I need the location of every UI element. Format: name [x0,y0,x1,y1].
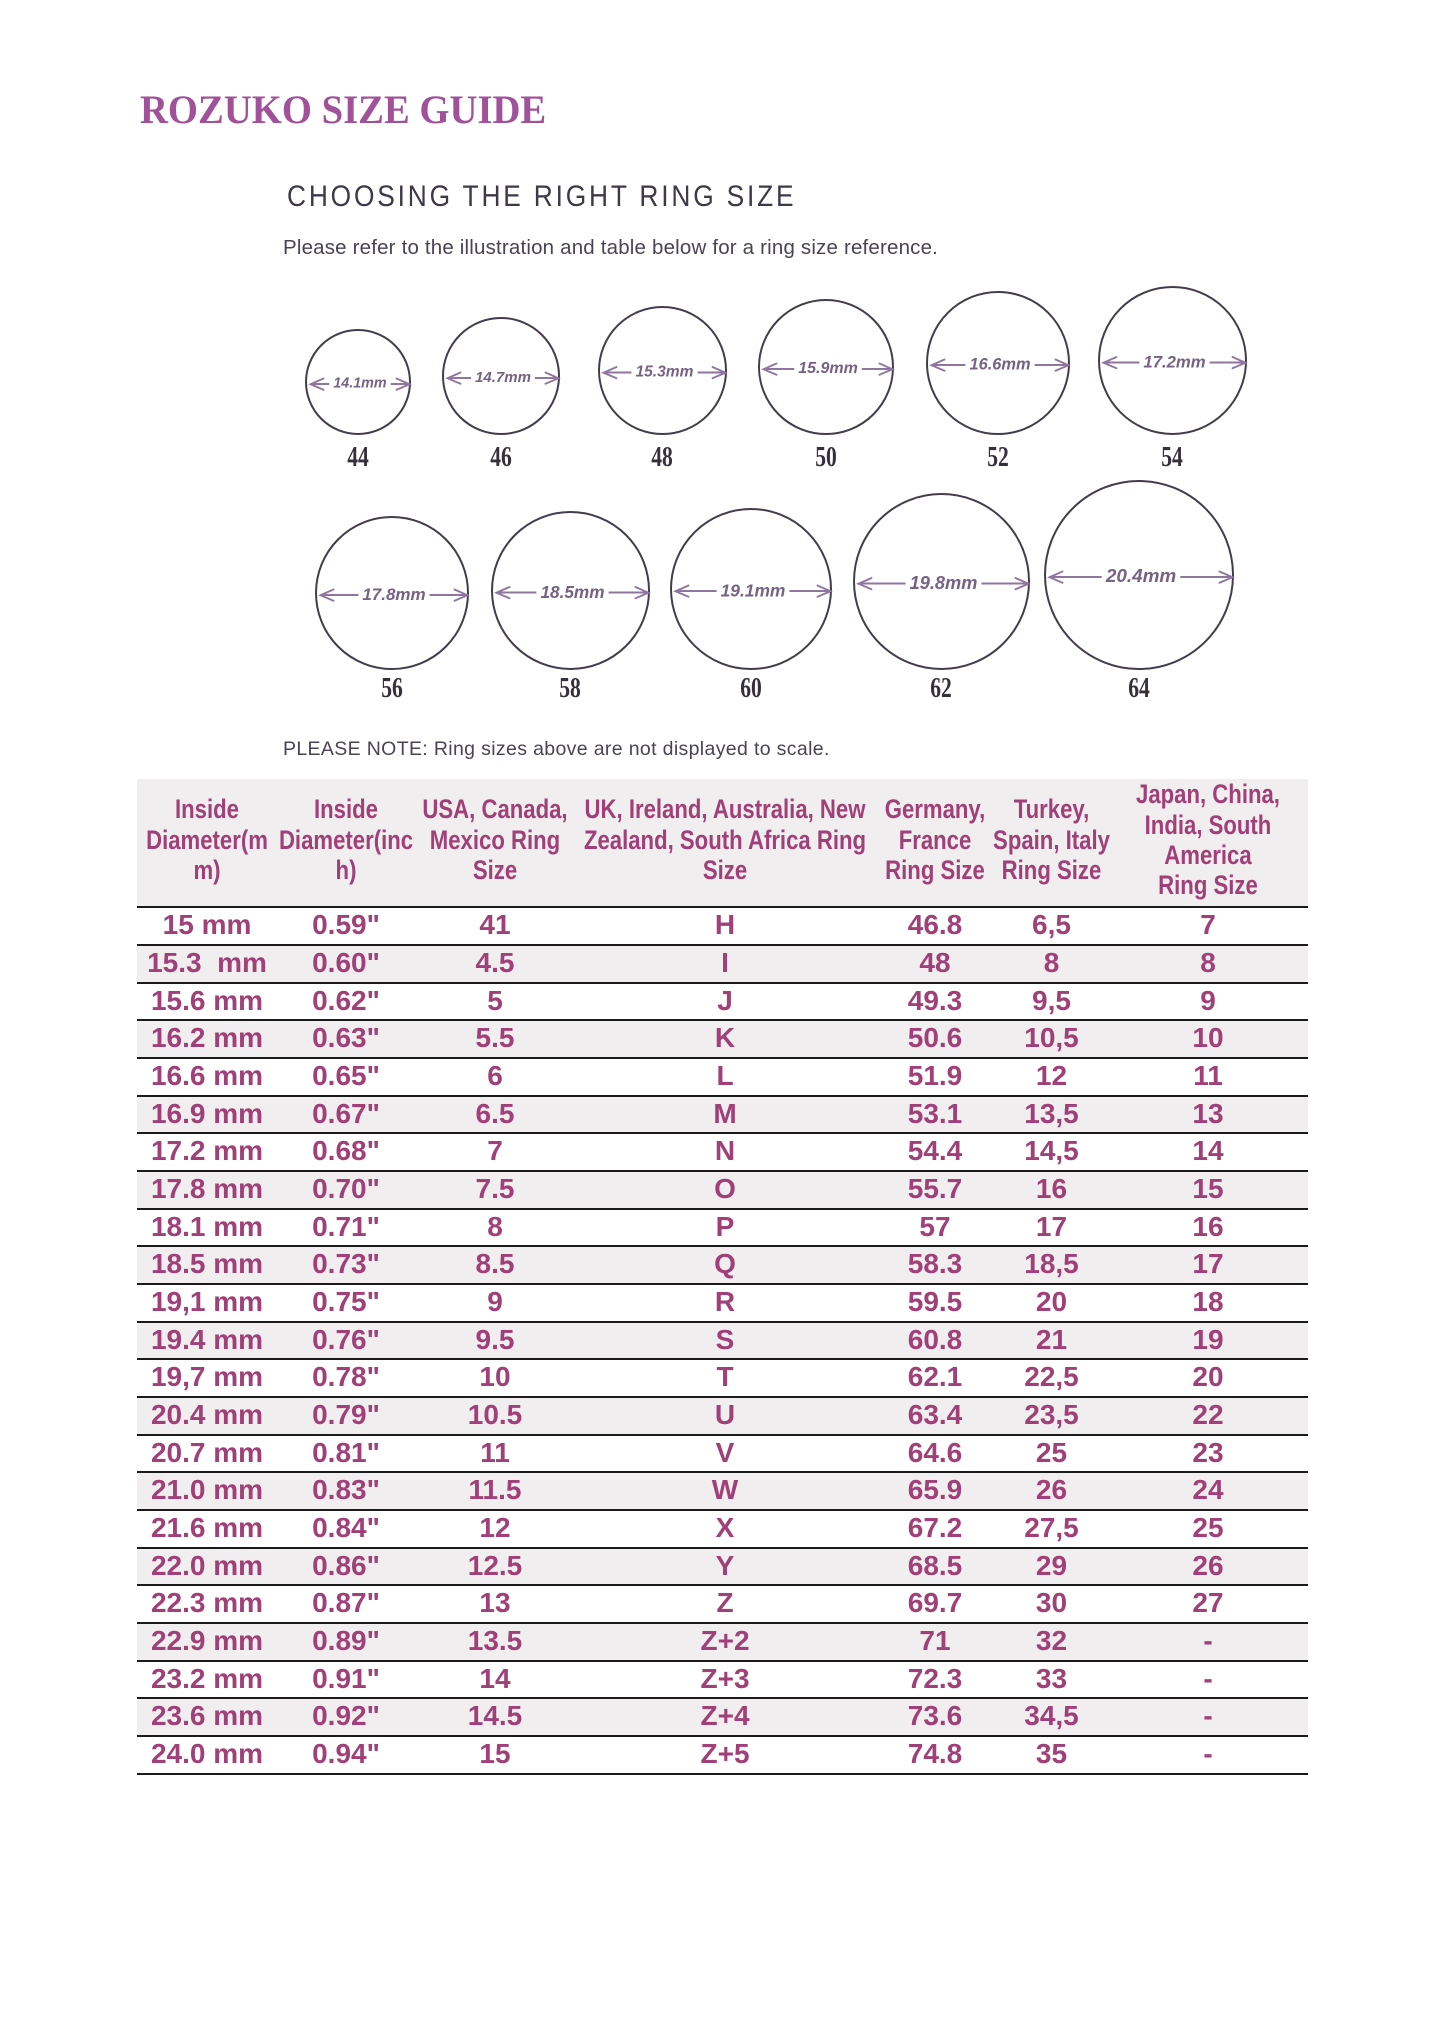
svg-text:19.1mm: 19.1mm [721,581,786,601]
svg-text:16.6mm: 16.6mm [969,356,1030,374]
svg-text:15.9mm: 15.9mm [798,360,858,377]
svg-text:18.5mm: 18.5mm [540,582,604,602]
svg-text:17.8mm: 17.8mm [362,585,425,604]
svg-text:20.4mm: 20.4mm [1105,566,1177,587]
svg-text:19.8mm: 19.8mm [909,573,977,593]
svg-text:17.2mm: 17.2mm [1143,353,1205,372]
svg-text:14.1mm: 14.1mm [333,376,387,392]
svg-text:14.7mm: 14.7mm [475,369,531,386]
svg-text:15.3mm: 15.3mm [635,364,693,381]
